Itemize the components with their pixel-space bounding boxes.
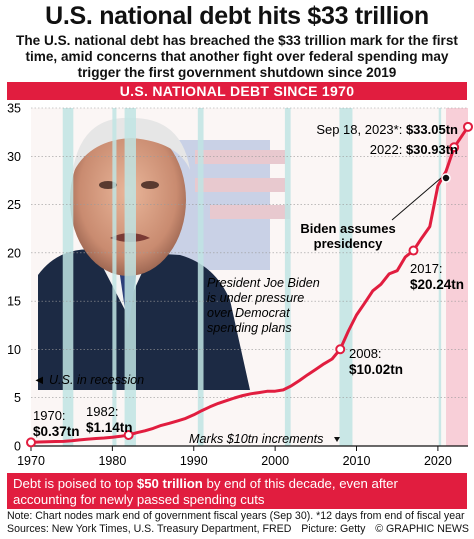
x-tick-label: 1980 xyxy=(98,454,126,468)
biden-label-line2: presidency xyxy=(314,236,383,251)
footer-sources: Sources: New York Times, U.S. Treasury D… xyxy=(7,523,292,535)
data-node xyxy=(335,344,346,355)
quote-line4: spending plans xyxy=(207,321,292,335)
outlook-text-pre: Debt is poised to top xyxy=(13,476,137,491)
y-tick-label: 0 xyxy=(14,440,21,454)
recession-band xyxy=(62,108,74,446)
footer-note: Note: Chart nodes mark end of government… xyxy=(7,510,465,522)
y-tick-label: 15 xyxy=(7,295,21,309)
data-node xyxy=(123,429,134,440)
data-node xyxy=(463,121,473,132)
page-subtitle: The U.S. national debt has breached the … xyxy=(16,33,458,80)
outlook-band: Debt is poised to top $50 trillion by en… xyxy=(7,473,467,509)
y-tick-label: 30 xyxy=(7,150,21,164)
data-label: 2022: $30.93tn xyxy=(370,142,458,157)
quote-line1: President Joe Biden xyxy=(207,276,320,290)
outlook-text-post: by end of this decade, even after accoun… xyxy=(13,476,398,507)
data-labels: 1970:$0.37tn 1982:$1.14tn 2008:$10.02tn 201… xyxy=(33,122,464,439)
y-tick-label: 25 xyxy=(7,198,21,212)
data-label-value: $0.37tn xyxy=(33,424,80,439)
biden-leader-line xyxy=(391,177,442,221)
debt-series-line xyxy=(29,125,470,444)
data-label-value: $1.14tn xyxy=(86,420,133,435)
x-tick-label: 2020 xyxy=(424,454,452,468)
y-tick-label: 35 xyxy=(7,102,21,116)
recession-bands xyxy=(62,108,442,446)
quote-line3: over Democrat xyxy=(207,306,290,320)
recession-band xyxy=(124,108,136,446)
data-label-value: $10.02tn xyxy=(349,362,403,377)
outlook-text-bold: $50 trillion xyxy=(136,476,203,491)
data-label-value: $20.24tn xyxy=(410,277,464,292)
recession-band xyxy=(339,108,353,446)
page-title: U.S. national debt hits $33 trillion xyxy=(45,2,429,30)
x-tick-label: 1970 xyxy=(17,454,45,468)
data-node xyxy=(449,142,460,153)
x-tick-label: 2000 xyxy=(261,454,289,468)
recession-band xyxy=(284,108,291,446)
recession-band xyxy=(438,108,442,446)
quote-line2: is under pressure xyxy=(207,291,304,305)
data-label-year: 2008: xyxy=(349,346,382,361)
data-node xyxy=(408,245,419,256)
recession-band xyxy=(197,108,204,446)
recession-legend: ◄ U.S. in recession xyxy=(33,373,144,387)
data-label-year: 1982: xyxy=(86,404,119,419)
footer-picture: Picture: Getty xyxy=(301,523,366,535)
data-node xyxy=(26,437,36,448)
biden-period-shade xyxy=(446,108,468,446)
y-tick-label: 20 xyxy=(7,246,21,260)
y-tick-label: 5 xyxy=(14,391,21,405)
increments-note: Marks $10tn increments xyxy=(189,432,324,446)
y-axis: 0 5 10 15 20 25 30 35 xyxy=(7,102,21,454)
data-label-year: 1970: xyxy=(33,408,66,423)
footer-notes: Note: Chart nodes mark end of government… xyxy=(7,510,469,536)
x-tick-label: 1990 xyxy=(180,454,208,468)
recession-band xyxy=(112,108,117,446)
grid-lines xyxy=(31,107,468,399)
biden-quote: President Joe Biden is under pressure ov… xyxy=(207,276,320,335)
biden-point xyxy=(441,173,451,183)
x-tick-label: 2010 xyxy=(343,454,371,468)
footer-credit: © GRAPHIC NEWS xyxy=(375,523,469,535)
increment-marker-icon xyxy=(334,437,340,442)
x-axis: 1970 1980 1990 2000 2010 2020 xyxy=(17,446,452,468)
chart-nodes xyxy=(26,121,473,448)
y-tick-label: 10 xyxy=(7,343,21,357)
data-label-year: 2017: xyxy=(410,261,443,276)
chart-header-band: U.S. NATIONAL DEBT SINCE 1970 xyxy=(7,82,467,100)
data-label: Sep 18, 2023*: $33.05tn xyxy=(316,122,458,137)
biden-label-line1: Biden assumes xyxy=(300,221,395,236)
